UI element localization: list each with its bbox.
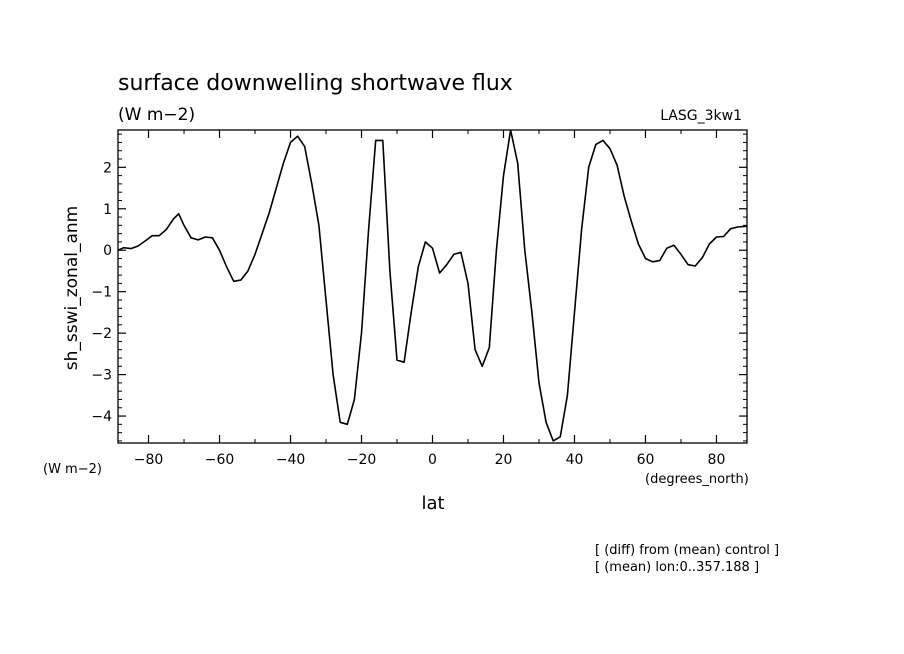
y-tick-label: 1 (103, 202, 112, 218)
dataset-label: LASG_3kw1 (660, 108, 742, 124)
y-tick-label: −2 (91, 326, 112, 342)
y-tick-label: 0 (103, 243, 112, 259)
y-tick-label: −1 (91, 285, 112, 301)
x-axis-label: lat (421, 493, 444, 514)
note-diff: [ (diff) from (mean) control ] (595, 543, 779, 558)
x-axis-unit: (degrees_north) (645, 472, 749, 487)
axis-ticks (118, 130, 747, 443)
y-axis-unit: (W m−2) (43, 462, 102, 477)
chart-title: surface downwelling shortwave flux (118, 71, 513, 96)
y-tick-label: −3 (91, 368, 112, 384)
series-line (117, 129, 748, 442)
tick-labels: −80 −60 −40 −20 0 20 40 60 80 −4 −3 −2 −1 0 1 2 (91, 160, 725, 468)
x-tick-label: 20 (495, 452, 513, 468)
x-tick-label: −60 (205, 452, 235, 468)
y-tick-label: 2 (103, 160, 112, 176)
note-mean: [ (mean) lon:0..357.188 ] (595, 560, 759, 575)
x-tick-label: 80 (708, 452, 726, 468)
y-tick-label: −4 (91, 409, 112, 425)
chart-subtitle: (W m−2) (118, 105, 195, 125)
plot-frame (117, 129, 748, 444)
x-tick-label: −80 (134, 452, 164, 468)
x-tick-label: 40 (566, 452, 584, 468)
y-axis-label: sh_sswi_zonal_anm (62, 206, 82, 370)
x-tick-label: 0 (428, 452, 437, 468)
x-tick-label: 60 (637, 452, 655, 468)
x-tick-label: −40 (276, 452, 306, 468)
series-layer (117, 129, 748, 442)
x-tick-label: −20 (347, 452, 377, 468)
